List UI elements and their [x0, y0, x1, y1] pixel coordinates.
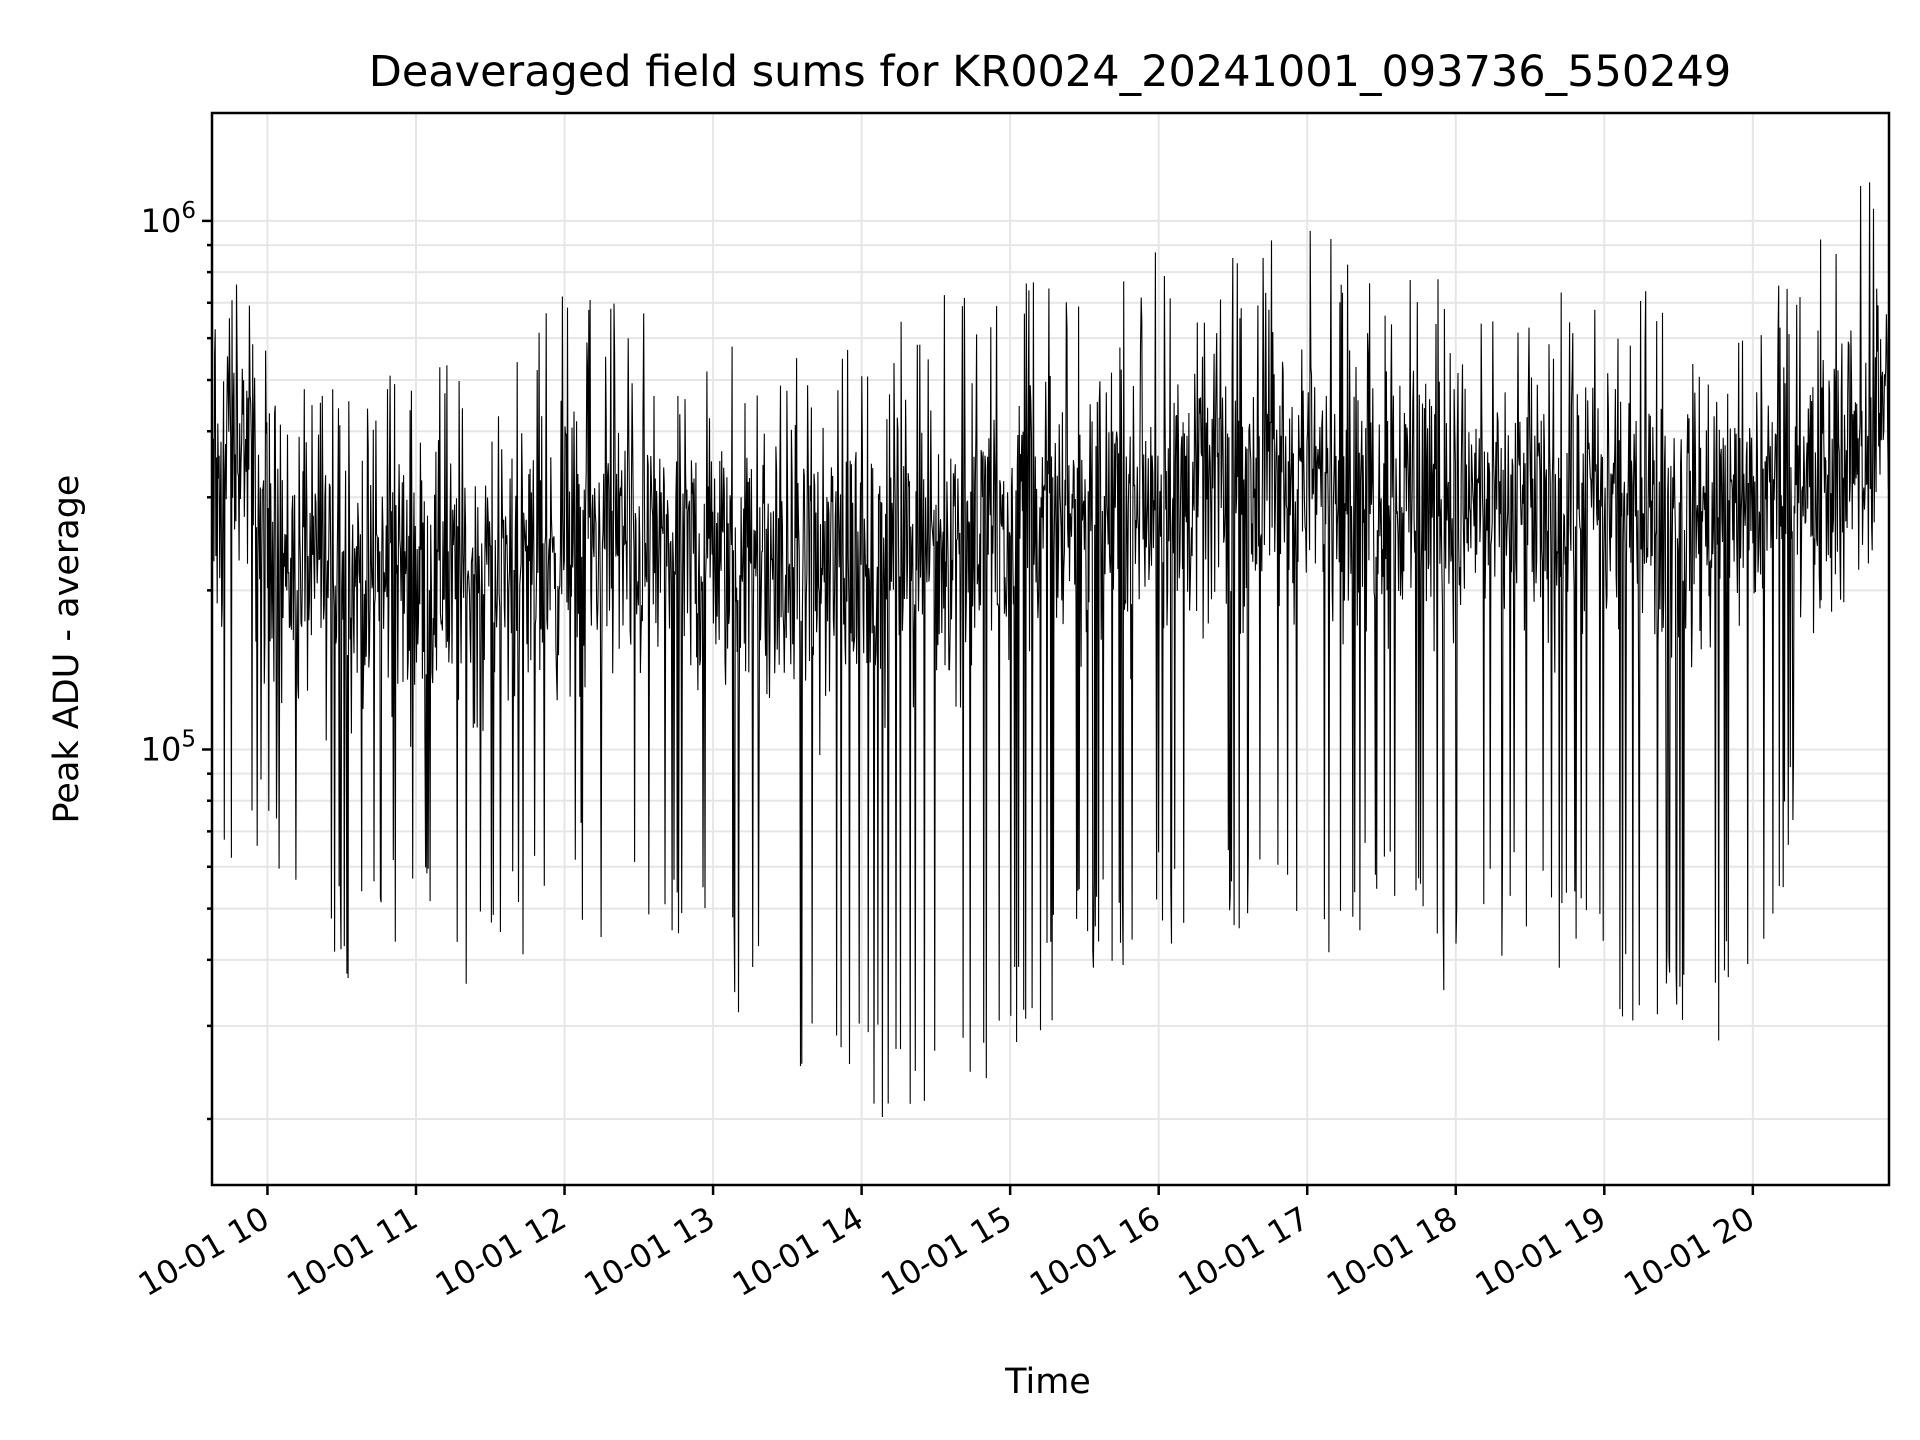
y-axis-label: Peak ADU - average — [47, 475, 87, 824]
series-line — [211, 177, 1890, 1118]
x-tick-label: 10-01 14 — [726, 1199, 870, 1304]
x-axis-label: Time — [1004, 1362, 1091, 1402]
x-tick-label: 10-01 11 — [280, 1199, 424, 1304]
x-tick-label: 10-01 17 — [1172, 1199, 1316, 1304]
y-axis: 105 106 — [141, 198, 212, 1121]
y-tick-label: 105 — [141, 726, 196, 768]
x-tick-label: 10-01 10 — [132, 1199, 276, 1304]
x-tick-label: 10-01 12 — [429, 1199, 573, 1304]
y-tick-label: 106 — [141, 198, 196, 240]
x-tick-label: 10-01 16 — [1023, 1199, 1167, 1304]
x-tick-label: 10-01 13 — [577, 1199, 721, 1304]
plot-area — [211, 177, 1890, 1118]
plot-frame — [210, 111, 1891, 1187]
x-tick-label: 10-01 18 — [1320, 1199, 1464, 1304]
chart-title: Deaveraged field sums for KR0024_2024100… — [369, 47, 1732, 97]
x-tick-label: 10-01 20 — [1617, 1199, 1761, 1304]
x-tick-label: 10-01 15 — [875, 1199, 1019, 1304]
x-tick-label: 10-01 19 — [1469, 1199, 1613, 1304]
x-axis: 10-01 10 10-01 11 10-01 12 10-01 13 10-01 14… — [132, 1185, 1761, 1304]
